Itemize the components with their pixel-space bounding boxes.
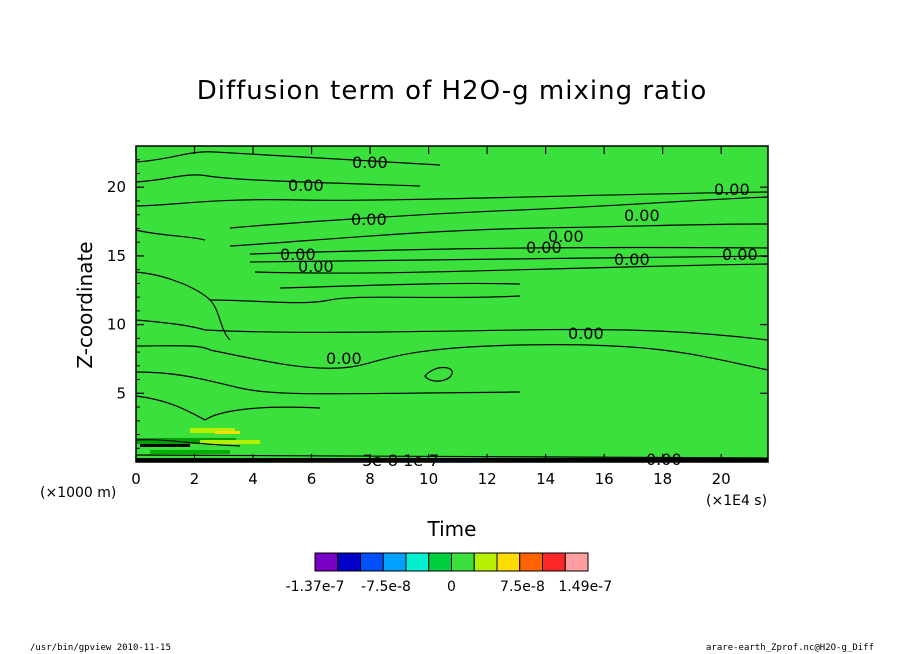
bottom-annotation: 3e-8 1e-7	[362, 451, 439, 470]
x-tick-label: 12	[478, 470, 497, 488]
colorbar	[314, 552, 589, 572]
contour-label: 0.00	[298, 257, 334, 276]
colorbar-swatch	[496, 552, 521, 572]
x-tick-label: 4	[248, 470, 258, 488]
colorbar-tick-label: 7.5e-8	[500, 579, 545, 595]
x-axis: 0 2 4 6 8 10 12 14 16 18 20	[131, 146, 766, 488]
x-tick-label: 18	[653, 470, 672, 488]
contour-label: 0.00	[352, 153, 388, 172]
footer-right: arare-earth_Zprof.nc@H2O-g_Diff	[706, 643, 874, 653]
contour-label: 0.00	[568, 324, 604, 343]
colorbar-tick-label: 1.49e-7	[558, 579, 612, 595]
colorbar-tick-label: -1.37e-7	[286, 579, 345, 595]
colorbar-tick-label: 0	[447, 579, 456, 595]
colorbar-swatch	[564, 552, 589, 572]
x-tick-label: 2	[190, 470, 200, 488]
x-tick-label: 0	[131, 470, 141, 488]
contour-label: 0.00	[714, 180, 750, 199]
colorbar-swatch	[360, 552, 384, 572]
colorbar-swatch	[542, 552, 566, 572]
x-tick-label: 10	[419, 470, 438, 488]
contour-label-group: 0.00 0.00 0.00 0.00 0.00 0.00 0.00 0.00 …	[280, 153, 758, 470]
contour-label: 0.00	[646, 450, 682, 469]
colorbar-swatch	[519, 552, 543, 572]
y-tick-label: 5	[116, 384, 126, 402]
contour-label: 0.00	[548, 227, 584, 246]
contour-label: 0.00	[326, 349, 362, 368]
colorbar-swatch	[473, 552, 498, 572]
y-tick-label: 10	[107, 316, 126, 334]
x-unit-label: (×1E4 s)	[706, 493, 767, 509]
bottom-band	[136, 428, 768, 462]
x-axis-title: Time	[427, 517, 477, 541]
contour-label: 0.00	[722, 245, 758, 264]
y-axis: 5 10 15 20	[107, 159, 768, 449]
y-unit-label: (×1000 m)	[40, 485, 116, 501]
contour-label: 0.00	[280, 245, 316, 264]
colorbar-swatch	[451, 552, 475, 572]
contour-label: 0.00	[614, 250, 650, 269]
y-axis-title: Z-coordinate	[73, 241, 97, 368]
x-tick-label: 20	[712, 470, 731, 488]
colorbar-swatch	[428, 552, 452, 572]
plot-frame	[135, 145, 769, 463]
x-tick-label: 8	[365, 470, 375, 488]
x-tick-label: 16	[595, 470, 614, 488]
colorbar-tick-labels: -1.37e-7 -7.5e-8 0 7.5e-8 1.49e-7	[286, 579, 613, 595]
contour-label: 0.00	[351, 210, 387, 229]
y-tick-label: 15	[107, 247, 126, 265]
colorbar-swatch	[337, 552, 361, 572]
footer-left: /usr/bin/gpview 2010-11-15	[30, 643, 171, 653]
x-tick-label: 6	[307, 470, 317, 488]
colorbar-swatch	[314, 552, 339, 572]
colorbar-tick-label: -7.5e-8	[361, 579, 411, 595]
contour-lines	[135, 151, 769, 459]
y-tick-label: 20	[107, 178, 126, 196]
x-tick-label: 14	[536, 470, 555, 488]
contour-label: 0.00	[624, 206, 660, 225]
chart-title: Diffusion term of H2O-g mixing ratio	[196, 76, 708, 106]
colorbar-swatch	[405, 552, 430, 572]
contour-label: 0.00	[526, 238, 562, 257]
colorbar-swatch	[382, 552, 407, 572]
contour-label: 0.00	[288, 176, 324, 195]
